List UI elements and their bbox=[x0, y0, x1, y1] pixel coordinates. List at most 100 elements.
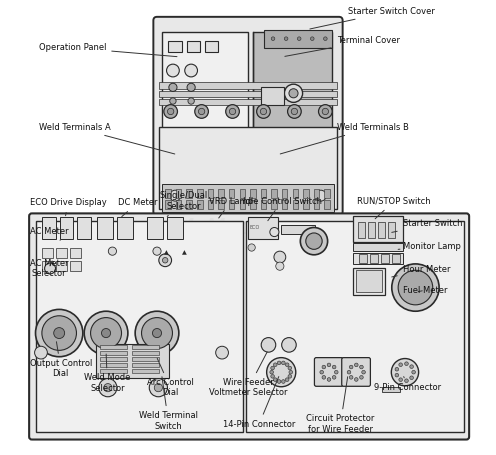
Circle shape bbox=[332, 365, 336, 369]
Text: ECO Drive Display: ECO Drive Display bbox=[30, 198, 106, 216]
Bar bbox=[147, 217, 163, 239]
Bar bbox=[36, 221, 244, 432]
Bar bbox=[324, 189, 330, 198]
Text: MyMachinery: MyMachinery bbox=[174, 217, 322, 238]
Text: 14-Pin Connector: 14-Pin Connector bbox=[223, 377, 295, 429]
Circle shape bbox=[349, 365, 353, 369]
Bar bbox=[392, 254, 399, 263]
Bar bbox=[132, 369, 159, 373]
Circle shape bbox=[108, 247, 117, 255]
Bar bbox=[42, 248, 53, 258]
Bar bbox=[218, 200, 224, 209]
Bar bbox=[159, 82, 337, 89]
Bar bbox=[303, 189, 309, 198]
Circle shape bbox=[153, 247, 161, 255]
Bar bbox=[69, 248, 80, 258]
Bar bbox=[132, 345, 159, 349]
Circle shape bbox=[284, 84, 303, 102]
Circle shape bbox=[360, 365, 363, 369]
Circle shape bbox=[35, 346, 47, 359]
Text: ▲: ▲ bbox=[164, 250, 169, 255]
Circle shape bbox=[282, 379, 285, 383]
Text: Weld Terminals A: Weld Terminals A bbox=[39, 123, 175, 154]
Bar bbox=[42, 217, 56, 239]
Bar bbox=[252, 32, 332, 164]
Circle shape bbox=[392, 264, 439, 311]
Circle shape bbox=[315, 190, 326, 201]
Bar bbox=[159, 91, 337, 97]
Text: AC Meter: AC Meter bbox=[30, 227, 68, 240]
Bar bbox=[353, 216, 403, 242]
Bar bbox=[314, 189, 319, 198]
Text: Circuit Protector
for Wire Feeder: Circuit Protector for Wire Feeder bbox=[306, 377, 374, 434]
Circle shape bbox=[412, 370, 416, 374]
Circle shape bbox=[276, 262, 284, 270]
Bar bbox=[282, 189, 288, 198]
Circle shape bbox=[323, 37, 327, 40]
Bar bbox=[176, 189, 181, 198]
Circle shape bbox=[102, 329, 111, 338]
Circle shape bbox=[318, 105, 332, 118]
Circle shape bbox=[170, 98, 176, 104]
Circle shape bbox=[410, 376, 414, 379]
Circle shape bbox=[395, 373, 399, 377]
Circle shape bbox=[362, 370, 366, 374]
Bar bbox=[56, 261, 67, 271]
Bar bbox=[168, 41, 182, 52]
Bar bbox=[271, 189, 277, 198]
Circle shape bbox=[398, 270, 433, 305]
FancyBboxPatch shape bbox=[342, 358, 371, 386]
FancyBboxPatch shape bbox=[153, 17, 343, 215]
Bar bbox=[246, 221, 464, 432]
Text: Terminal Cover: Terminal Cover bbox=[285, 36, 400, 56]
Circle shape bbox=[285, 378, 289, 381]
Bar bbox=[271, 200, 277, 209]
Circle shape bbox=[270, 370, 273, 374]
Circle shape bbox=[168, 108, 174, 115]
Circle shape bbox=[187, 83, 195, 91]
Circle shape bbox=[288, 374, 292, 378]
Circle shape bbox=[45, 263, 56, 274]
Bar bbox=[370, 254, 377, 263]
Circle shape bbox=[284, 37, 288, 40]
Circle shape bbox=[274, 251, 286, 263]
Circle shape bbox=[271, 374, 274, 378]
Circle shape bbox=[54, 328, 64, 339]
Circle shape bbox=[164, 105, 178, 118]
Bar bbox=[358, 222, 366, 238]
Bar bbox=[69, 261, 80, 271]
Circle shape bbox=[282, 361, 285, 365]
Circle shape bbox=[277, 361, 281, 365]
Circle shape bbox=[405, 379, 408, 383]
Circle shape bbox=[289, 89, 298, 98]
Circle shape bbox=[327, 363, 331, 367]
Text: G: G bbox=[308, 243, 311, 248]
Text: Wire Feeder
Voltmeter Selector: Wire Feeder Voltmeter Selector bbox=[209, 352, 288, 397]
Circle shape bbox=[141, 318, 173, 349]
Bar bbox=[97, 217, 113, 239]
Bar bbox=[100, 357, 127, 361]
Circle shape bbox=[322, 375, 326, 379]
Circle shape bbox=[410, 365, 414, 369]
Bar bbox=[314, 200, 319, 209]
Circle shape bbox=[99, 379, 117, 397]
Bar bbox=[162, 184, 334, 212]
Bar bbox=[96, 344, 169, 378]
Bar bbox=[165, 200, 171, 209]
Circle shape bbox=[285, 363, 289, 367]
Bar bbox=[100, 369, 127, 373]
Circle shape bbox=[291, 108, 298, 115]
Circle shape bbox=[163, 258, 168, 263]
Circle shape bbox=[298, 37, 301, 40]
Bar bbox=[176, 200, 181, 209]
Bar bbox=[186, 41, 200, 52]
Bar bbox=[186, 200, 192, 209]
Circle shape bbox=[229, 108, 236, 115]
Circle shape bbox=[288, 105, 301, 118]
Circle shape bbox=[267, 358, 296, 387]
Bar bbox=[264, 30, 332, 48]
Bar bbox=[60, 217, 73, 239]
Circle shape bbox=[334, 370, 338, 374]
Circle shape bbox=[355, 363, 358, 367]
Text: 9-Pin Connector: 9-Pin Connector bbox=[374, 377, 441, 392]
